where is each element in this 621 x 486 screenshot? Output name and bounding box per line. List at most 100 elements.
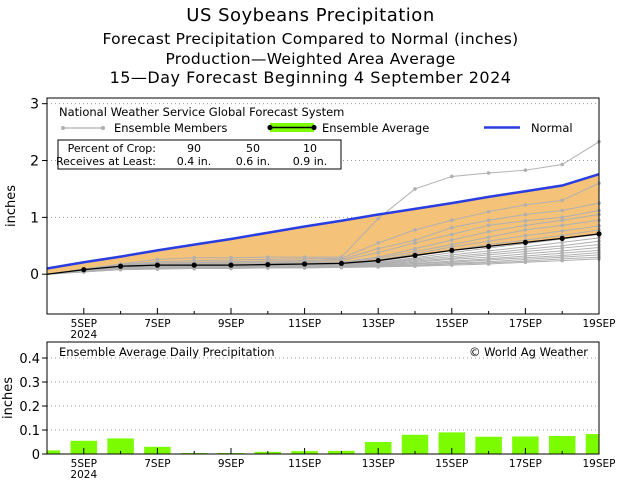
ensemble-member-point	[118, 267, 123, 272]
ensemble-member-point	[486, 218, 491, 223]
legend-members-label: Ensemble Members	[114, 121, 227, 135]
x-tick-label: 9SEP	[218, 318, 244, 330]
ensemble-average-point	[228, 262, 234, 268]
ensemble-member-point	[266, 266, 270, 270]
ensemble-member-point	[560, 162, 564, 167]
bar-x-tick-label: 11SEP	[288, 458, 321, 470]
ensemble-member-point	[560, 240, 564, 245]
legend-members-marker	[101, 126, 105, 130]
ensemble-member-point	[560, 198, 564, 203]
chart-subtitle: Forecast Precipitation Compared to Norma…	[102, 30, 519, 48]
ensemble-member-point	[376, 216, 381, 221]
ensemble-member-point	[413, 238, 417, 242]
percent-value: 50	[246, 142, 260, 155]
bar-y-tick-label: 0.2	[19, 400, 40, 415]
ensemble-member-point	[192, 255, 196, 260]
ensemble-average-point	[375, 257, 381, 264]
amount-value: 0.6 in.	[236, 155, 271, 168]
bar-x-tick-label: 9SEP	[218, 458, 244, 470]
ensemble-member-line	[46, 210, 600, 275]
daily-precip-bar	[512, 436, 539, 454]
x-tick-label: 7SEP	[144, 318, 170, 330]
ensemble-average-point	[81, 267, 87, 273]
bar-x-tick-label: 15SEP	[435, 458, 468, 470]
y-tick-label: 0	[30, 267, 39, 283]
y-tick-label: 3	[30, 97, 39, 113]
ensemble-member-point	[450, 225, 454, 230]
daily-precip-bar	[70, 440, 98, 454]
x-tick-label: 5SEP	[71, 318, 97, 330]
x-tick-label: 11SEP	[288, 318, 321, 330]
ensemble-member-point	[523, 212, 528, 217]
ensemble-average-point	[522, 239, 529, 245]
x-tick-label: 17SEP	[509, 318, 542, 330]
bar-y-tick-label: 0	[32, 448, 40, 463]
ensemble-average-line	[46, 233, 600, 275]
ensemble-member-line	[46, 202, 600, 275]
daily-precip-bar	[401, 434, 429, 454]
percent-of-crop-table: Percent of Crop:Receives at Least: 90 50 10…	[56, 139, 342, 170]
ensemble-member-point	[450, 218, 454, 223]
ensemble-member-line	[46, 240, 600, 275]
ensemble-member-point	[486, 209, 491, 214]
percent-value: 90	[187, 142, 201, 155]
ensemble-member-line	[46, 258, 600, 275]
bar-x-year-label: 2024	[70, 469, 97, 481]
legend-average-marker	[267, 124, 273, 131]
daily-precip-bar	[47, 450, 61, 454]
ensemble-average-point	[302, 261, 308, 267]
ensemble-member-point	[560, 215, 564, 220]
bar-y-axis-label: inches	[1, 377, 16, 419]
ensemble-average-point	[265, 261, 271, 268]
bar-chart-title: Ensemble Average Daily Precipitation	[59, 345, 275, 359]
ensemble-member-point	[560, 218, 564, 223]
ensemble-average-point	[412, 252, 418, 259]
x-tick-label: 13SEP	[362, 318, 395, 330]
bar-x-tick-label: 17SEP	[509, 458, 542, 470]
ensemble-member-point	[560, 208, 564, 213]
ensemble-member-point	[450, 245, 454, 249]
ensemble-average-point	[338, 260, 344, 267]
y-axis-label: inches	[4, 185, 19, 227]
ensemble-average-point	[486, 243, 492, 249]
x-tick-label: 15SEP	[435, 318, 468, 330]
legend-header: National Weather Service Global Forecast…	[59, 105, 344, 119]
ensemble-member-point	[413, 264, 417, 269]
ensemble-member-point	[450, 238, 454, 242]
ensemble-average-point	[559, 235, 565, 241]
ensemble-member-point	[486, 229, 491, 234]
bar-x-tick-label: 7SEP	[144, 458, 170, 470]
bar-y-tick-label: 0.4	[19, 352, 40, 367]
ensemble-member-point	[450, 174, 454, 179]
cumulative-precip-chart: 0 1 2 3 inches 5SEP 7SEP 9SEP 11SEP 13SEP 15SEP 17S…	[4, 97, 616, 341]
bar-x-tick-label: 19SEP	[583, 458, 616, 470]
ensemble-member-point	[413, 228, 417, 232]
ensemble-average-point	[191, 262, 197, 268]
legend-members-marker	[61, 126, 65, 130]
ensemble-average-point	[154, 262, 160, 268]
ensemble-member-point	[523, 233, 528, 238]
ensemble-member-point	[486, 235, 491, 240]
ensemble-member-point	[523, 218, 528, 223]
bar-y-tick-label: 0.1	[19, 424, 40, 439]
legend-average-marker	[311, 124, 317, 131]
ensemble-member-point	[560, 246, 564, 250]
percent-row-label: Percent of Crop:	[68, 142, 156, 155]
legend-normal-label: Normal	[531, 121, 573, 135]
ensemble-member-point	[413, 241, 417, 245]
chart-subtitle-period: 15—Day Forecast Beginning 4 September 20…	[109, 68, 512, 87]
percent-value: 10	[303, 142, 317, 155]
normal-line	[46, 172, 600, 270]
ensemble-member-point	[376, 265, 381, 269]
chart-title: US Soybeans Precipitation	[186, 5, 435, 26]
ensemble-member-point	[486, 239, 491, 244]
ensemble-member-point	[560, 258, 564, 263]
amount-value: 0.4 in.	[177, 155, 212, 168]
ensemble-member-point	[486, 223, 491, 228]
daily-precip-bar	[548, 436, 576, 454]
ensemble-member-line	[46, 182, 600, 275]
ensemble-member-point	[450, 232, 454, 237]
ensemble-member-point	[560, 223, 564, 228]
